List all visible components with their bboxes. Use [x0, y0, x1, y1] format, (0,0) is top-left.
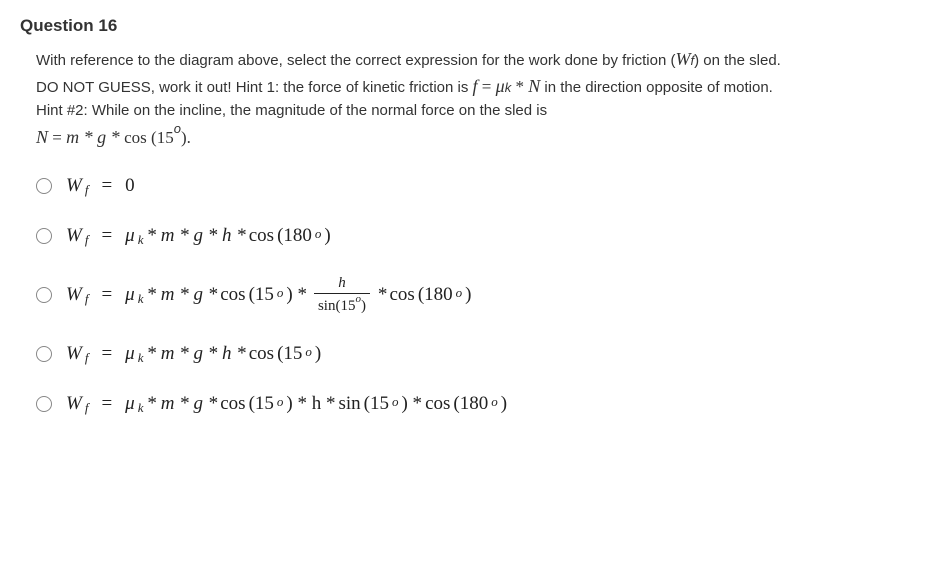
option-math-5: Wf = μk * m * g * cos (15o) * h * sin (1… [66, 393, 507, 415]
opt4-deg: o [305, 344, 312, 360]
opt3-arg1close: ) * [286, 284, 307, 306]
opt4-eq: = [101, 343, 112, 365]
opt3-fracden-sin: sin [318, 298, 336, 314]
opt3-eq: = [101, 284, 112, 306]
opt3-fracnum: h [338, 275, 346, 291]
option-math-4: Wf = μk * m * g * h * cos (15o) [66, 343, 321, 365]
opt4-mid: * m * g * h * [147, 343, 246, 365]
opt3-arg2close: ) [465, 284, 471, 306]
option-math-1: Wf = 0 [66, 175, 135, 197]
opt4-sub: f [85, 350, 89, 366]
opt3-sub: f [85, 291, 89, 307]
normal-deg: o [174, 121, 181, 136]
opt2-mu: μ [125, 225, 135, 247]
opt5-deg1: o [277, 394, 284, 410]
opt3-fraction: h sin(15o) [314, 275, 370, 315]
opt4-mu: μ [125, 343, 135, 365]
opt4-cos: cos [249, 343, 274, 365]
opt5-mu: μ [125, 393, 135, 415]
opt5-cos2: cos [425, 393, 450, 415]
radio-button-5[interactable] [36, 396, 52, 412]
opt3-fracden-close: ) [361, 298, 366, 314]
radio-button-2[interactable] [36, 228, 52, 244]
opt3-arg2open: (180 [418, 284, 453, 306]
option-row-3[interactable]: Wf = μk * m * g * cos (15o) * h sin(15o)… [36, 275, 913, 315]
opt2-mid: * m * g * h * [147, 225, 246, 247]
opt5-cos1: cos [220, 393, 245, 415]
opt3-W: W [66, 284, 82, 306]
opt3-afterfrac: * [377, 284, 387, 306]
opt5-eq: = [101, 393, 112, 415]
option-row-4[interactable]: Wf = μk * m * g * h * cos (15o) [36, 343, 913, 365]
option-row-5[interactable]: Wf = μk * m * g * cos (15o) * h * sin (1… [36, 393, 913, 415]
prompt-text-1: With reference to the diagram above, sel… [36, 52, 675, 69]
opt5-arg1open: (15 [249, 393, 274, 415]
normal-expr: m * g * [66, 127, 124, 147]
friction-eq: = [478, 77, 496, 96]
opt2-musub: k [138, 232, 144, 248]
opt4-W: W [66, 343, 82, 365]
question-title: Question 16 [20, 16, 913, 36]
opt5-mid: * m * g * [147, 393, 218, 415]
radio-button-1[interactable] [36, 178, 52, 194]
opt3-cos1: cos [220, 284, 245, 306]
opt3-mid: * m * g * [147, 284, 218, 306]
friction-star: * [511, 77, 528, 96]
normal-N: N [528, 76, 540, 96]
opt2-eq: = [101, 225, 112, 247]
option-row-2[interactable]: Wf = μk * m * g * h * cos (180o) [36, 225, 913, 247]
opt5-musub: k [138, 400, 144, 416]
opt5-arg2close: ) * [401, 393, 422, 415]
opt5-arg2open: (15 [364, 393, 389, 415]
opt3-fracden-open: (15 [335, 298, 355, 314]
opt5-sin: sin [338, 393, 360, 415]
work-friction-symbol-W: W [675, 49, 690, 69]
normal-cos: cos [124, 128, 147, 147]
opt3-deg1: o [277, 285, 284, 301]
opt5-arg3close: ) [501, 393, 507, 415]
opt5-W: W [66, 393, 82, 415]
mu-symbol: μ [496, 76, 505, 96]
normal-N-2: N [36, 127, 48, 147]
opt2-cos: cos [249, 225, 274, 247]
opt3-musub: k [138, 291, 144, 307]
opt1-rhs: 0 [125, 175, 135, 197]
opt2-W: W [66, 225, 82, 247]
opt1-eq: = [101, 175, 112, 197]
opt3-cos2: cos [389, 284, 414, 306]
opt1-W: W [66, 175, 82, 197]
options-group: Wf = 0 Wf = μk * m * g * h * cos (180o) … [36, 175, 913, 415]
opt4-argclose: ) [315, 343, 321, 365]
opt5-arg3open: (180 [453, 393, 488, 415]
opt4-argopen: (15 [277, 343, 302, 365]
opt2-deg: o [315, 226, 322, 242]
opt2-argclose: ) [324, 225, 330, 247]
question-prompt: With reference to the diagram above, sel… [36, 46, 796, 151]
normal-arg-open: (15 [147, 128, 174, 147]
opt3-fracden-deg: o [355, 293, 361, 305]
opt3-mu: μ [125, 284, 135, 306]
opt3-deg2: o [456, 285, 463, 301]
normal-eq: = [48, 128, 66, 147]
opt2-argopen: (180 [277, 225, 312, 247]
opt3-arg1open: (15 [249, 284, 274, 306]
radio-button-3[interactable] [36, 287, 52, 303]
opt5-deg2: o [392, 394, 399, 410]
opt2-sub: f [85, 232, 89, 248]
option-math-2: Wf = μk * m * g * h * cos (180o) [66, 225, 331, 247]
opt5-arg1close: ) * h * [286, 393, 335, 415]
opt5-deg3: o [491, 394, 498, 410]
option-math-3: Wf = μk * m * g * cos (15o) * h sin(15o)… [66, 275, 471, 315]
normal-arg-close: ). [181, 128, 191, 147]
opt4-musub: k [138, 350, 144, 366]
radio-button-4[interactable] [36, 346, 52, 362]
opt5-sub: f [85, 400, 89, 416]
opt1-sub: f [85, 182, 89, 198]
option-row-1[interactable]: Wf = 0 [36, 175, 913, 197]
